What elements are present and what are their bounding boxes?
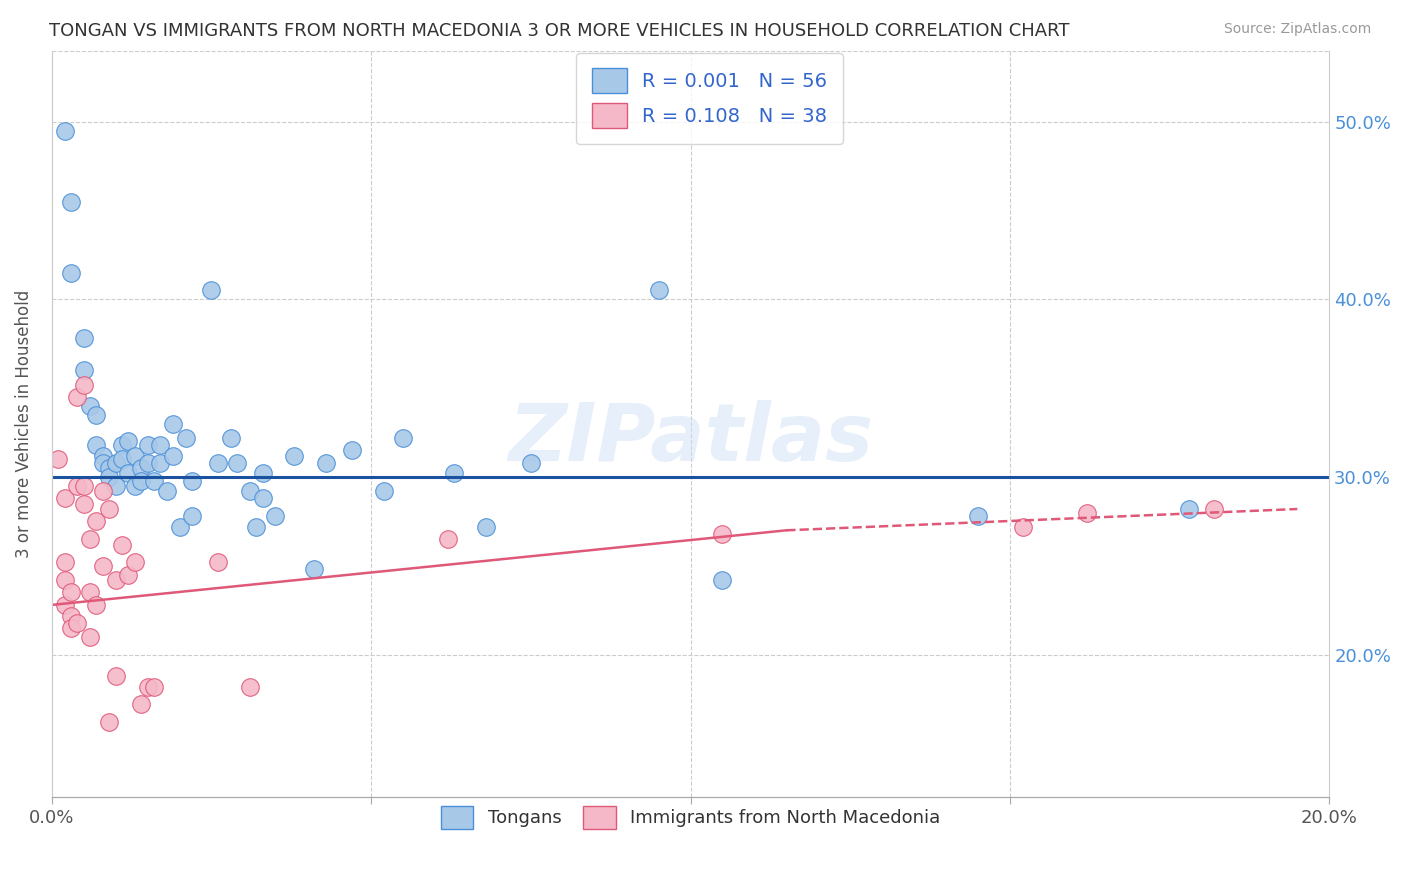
Point <box>647 284 669 298</box>
Point <box>1076 506 1098 520</box>
Point <box>475 520 498 534</box>
Point <box>59 194 82 209</box>
Point <box>156 484 179 499</box>
Point <box>129 461 152 475</box>
Point <box>142 680 165 694</box>
Point <box>104 573 127 587</box>
Point <box>91 456 114 470</box>
Point <box>200 284 222 298</box>
Point <box>149 456 172 470</box>
Point <box>73 363 96 377</box>
Point <box>91 449 114 463</box>
Point <box>46 452 69 467</box>
Point <box>124 555 146 569</box>
Point <box>142 474 165 488</box>
Point <box>98 461 121 475</box>
Text: ZIPatlas: ZIPatlas <box>508 400 873 477</box>
Point <box>59 608 82 623</box>
Point <box>207 456 229 470</box>
Point <box>436 532 458 546</box>
Point <box>98 502 121 516</box>
Point <box>129 698 152 712</box>
Point <box>66 479 89 493</box>
Point <box>711 573 734 587</box>
Point <box>86 598 108 612</box>
Point <box>967 509 990 524</box>
Point <box>136 438 159 452</box>
Point <box>117 567 139 582</box>
Text: TONGAN VS IMMIGRANTS FROM NORTH MACEDONIA 3 OR MORE VEHICLES IN HOUSEHOLD CORREL: TONGAN VS IMMIGRANTS FROM NORTH MACEDONI… <box>49 22 1070 40</box>
Point <box>73 377 96 392</box>
Text: Source: ZipAtlas.com: Source: ZipAtlas.com <box>1223 22 1371 37</box>
Point <box>59 585 82 599</box>
Point <box>124 479 146 493</box>
Point <box>53 555 76 569</box>
Point <box>136 680 159 694</box>
Point <box>66 390 89 404</box>
Point <box>302 562 325 576</box>
Point <box>181 509 204 524</box>
Point <box>59 621 82 635</box>
Point <box>124 449 146 463</box>
Point <box>53 598 76 612</box>
Point <box>149 438 172 452</box>
Point <box>1204 502 1226 516</box>
Point <box>340 443 363 458</box>
Point <box>315 456 337 470</box>
Point <box>91 558 114 573</box>
Point <box>79 585 101 599</box>
Point <box>219 431 242 445</box>
Point <box>392 431 415 445</box>
Point <box>245 520 267 534</box>
Point <box>73 479 96 493</box>
Point <box>117 434 139 449</box>
Point <box>98 715 121 730</box>
Point <box>73 331 96 345</box>
Point <box>283 449 305 463</box>
Point <box>79 630 101 644</box>
Point <box>86 515 108 529</box>
Point <box>1011 520 1033 534</box>
Point <box>129 474 152 488</box>
Point <box>66 615 89 630</box>
Point <box>53 123 76 137</box>
Point <box>226 456 249 470</box>
Point <box>104 479 127 493</box>
Point <box>1177 502 1199 516</box>
Point <box>91 484 114 499</box>
Point <box>181 474 204 488</box>
Point <box>117 467 139 481</box>
Point <box>264 509 287 524</box>
Point <box>174 431 197 445</box>
Point <box>104 456 127 470</box>
Point <box>111 452 134 467</box>
Point <box>53 573 76 587</box>
Point <box>252 491 274 506</box>
Point <box>239 680 262 694</box>
Point <box>136 456 159 470</box>
Point <box>520 456 543 470</box>
Point <box>111 438 134 452</box>
Point <box>79 399 101 413</box>
Y-axis label: 3 or more Vehicles in Household: 3 or more Vehicles in Household <box>15 290 32 558</box>
Point <box>98 470 121 484</box>
Point <box>86 438 108 452</box>
Point <box>443 467 465 481</box>
Point <box>79 532 101 546</box>
Point <box>86 408 108 422</box>
Point <box>169 520 191 534</box>
Point <box>373 484 395 499</box>
Point <box>252 467 274 481</box>
Point <box>111 537 134 551</box>
Point <box>239 484 262 499</box>
Point <box>162 449 184 463</box>
Point <box>59 266 82 280</box>
Point <box>711 527 734 541</box>
Point <box>207 555 229 569</box>
Point <box>73 497 96 511</box>
Point <box>104 669 127 683</box>
Point <box>162 417 184 431</box>
Point <box>53 491 76 506</box>
Legend: Tongans, Immigrants from North Macedonia: Tongans, Immigrants from North Macedonia <box>433 798 948 837</box>
